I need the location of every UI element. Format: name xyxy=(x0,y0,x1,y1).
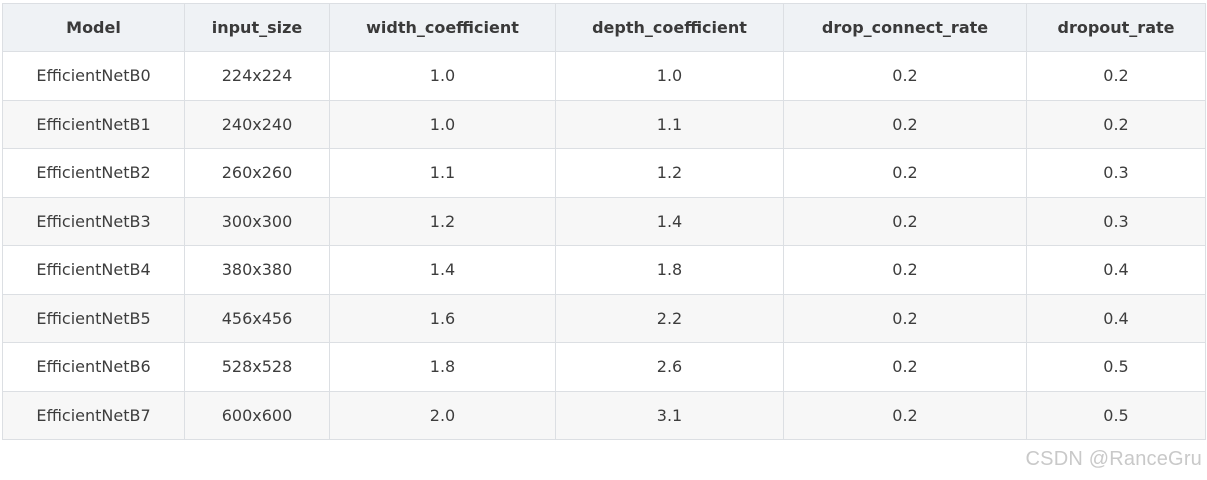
cell-model: EfficientNetB7 xyxy=(2,390,185,440)
cell-drop-connect-rate: 0.2 xyxy=(783,342,1027,392)
cell-model: EfficientNetB5 xyxy=(2,293,185,343)
cell-model: EfficientNetB0 xyxy=(2,51,185,101)
header-cell-width-coefficient: width_coefficient xyxy=(329,3,556,52)
cell-width-coefficient: 1.8 xyxy=(329,342,556,392)
cell-drop-connect-rate: 0.2 xyxy=(783,99,1027,149)
cell-dropout-rate: 0.3 xyxy=(1026,196,1206,246)
cell-drop-connect-rate: 0.2 xyxy=(783,245,1027,295)
cell-drop-connect-rate: 0.2 xyxy=(783,148,1027,198)
table-row: EfficientNetB6 528x528 1.8 2.6 0.2 0.5 xyxy=(2,342,1206,392)
cell-input-size: 456x456 xyxy=(184,293,330,343)
cell-depth-coefficient: 1.4 xyxy=(555,196,784,246)
cell-dropout-rate: 0.5 xyxy=(1026,342,1206,392)
cell-model: EfficientNetB6 xyxy=(2,342,185,392)
table-row: EfficientNetB3 300x300 1.2 1.4 0.2 0.3 xyxy=(2,196,1206,246)
cell-input-size: 240x240 xyxy=(184,99,330,149)
cell-depth-coefficient: 2.6 xyxy=(555,342,784,392)
cell-width-coefficient: 1.4 xyxy=(329,245,556,295)
cell-dropout-rate: 0.3 xyxy=(1026,148,1206,198)
csdn-watermark: CSDN @RanceGru xyxy=(1025,448,1202,470)
cell-depth-coefficient: 3.1 xyxy=(555,390,784,440)
table-header-row: Model input_size width_coefficient depth… xyxy=(2,3,1206,52)
cell-dropout-rate: 0.4 xyxy=(1026,245,1206,295)
cell-input-size: 380x380 xyxy=(184,245,330,295)
cell-input-size: 224x224 xyxy=(184,51,330,101)
cell-depth-coefficient: 1.0 xyxy=(555,51,784,101)
cell-input-size: 300x300 xyxy=(184,196,330,246)
efficientnet-params-table: Model input_size width_coefficient depth… xyxy=(2,3,1206,440)
table-row: EfficientNetB0 224x224 1.0 1.0 0.2 0.2 xyxy=(2,51,1206,101)
cell-depth-coefficient: 1.8 xyxy=(555,245,784,295)
cell-width-coefficient: 1.1 xyxy=(329,148,556,198)
header-cell-drop-connect-rate: drop_connect_rate xyxy=(783,3,1027,52)
table-row: EfficientNetB2 260x260 1.1 1.2 0.2 0.3 xyxy=(2,148,1206,198)
cell-dropout-rate: 0.4 xyxy=(1026,293,1206,343)
cell-depth-coefficient: 2.2 xyxy=(555,293,784,343)
cell-width-coefficient: 1.0 xyxy=(329,99,556,149)
table-row: EfficientNetB4 380x380 1.4 1.8 0.2 0.4 xyxy=(2,245,1206,295)
cell-drop-connect-rate: 0.2 xyxy=(783,51,1027,101)
cell-dropout-rate: 0.2 xyxy=(1026,51,1206,101)
cell-drop-connect-rate: 0.2 xyxy=(783,196,1027,246)
cell-model: EfficientNetB3 xyxy=(2,196,185,246)
table-row: EfficientNetB5 456x456 1.6 2.2 0.2 0.4 xyxy=(2,293,1206,343)
cell-drop-connect-rate: 0.2 xyxy=(783,293,1027,343)
cell-model: EfficientNetB1 xyxy=(2,99,185,149)
table-row: EfficientNetB1 240x240 1.0 1.1 0.2 0.2 xyxy=(2,99,1206,149)
cell-input-size: 528x528 xyxy=(184,342,330,392)
header-cell-depth-coefficient: depth_coefficient xyxy=(555,3,784,52)
cell-model: EfficientNetB2 xyxy=(2,148,185,198)
cell-model: EfficientNetB4 xyxy=(2,245,185,295)
cell-input-size: 260x260 xyxy=(184,148,330,198)
cell-drop-connect-rate: 0.2 xyxy=(783,390,1027,440)
table-row: EfficientNetB7 600x600 2.0 3.1 0.2 0.5 xyxy=(2,390,1206,440)
cell-width-coefficient: 1.0 xyxy=(329,51,556,101)
cell-dropout-rate: 0.2 xyxy=(1026,99,1206,149)
cell-dropout-rate: 0.5 xyxy=(1026,390,1206,440)
cell-width-coefficient: 2.0 xyxy=(329,390,556,440)
cell-input-size: 600x600 xyxy=(184,390,330,440)
header-cell-dropout-rate: dropout_rate xyxy=(1026,3,1206,52)
cell-width-coefficient: 1.2 xyxy=(329,196,556,246)
cell-depth-coefficient: 1.1 xyxy=(555,99,784,149)
header-cell-input-size: input_size xyxy=(184,3,330,52)
cell-depth-coefficient: 1.2 xyxy=(555,148,784,198)
cell-width-coefficient: 1.6 xyxy=(329,293,556,343)
header-cell-model: Model xyxy=(2,3,185,52)
